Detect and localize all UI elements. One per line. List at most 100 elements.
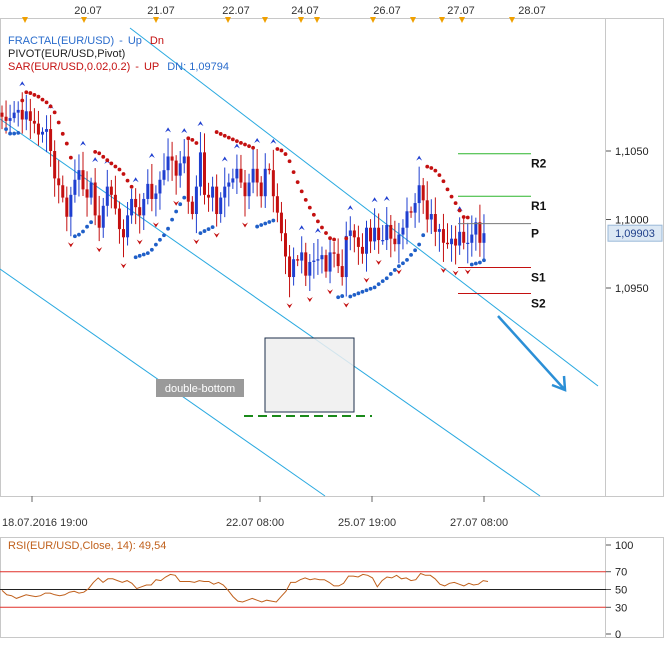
- candle-body: [41, 131, 44, 135]
- candle-body: [247, 182, 251, 197]
- legend-fractal-up: Up: [128, 35, 142, 47]
- candle-body: [73, 179, 77, 195]
- rsi-panel-frame: [0, 537, 606, 638]
- fractal-up-marker: [314, 228, 321, 234]
- candle-body: [397, 234, 401, 245]
- date-marker-triangle: [262, 17, 268, 23]
- sar-dot-up: [392, 268, 397, 272]
- current-price-box: [607, 224, 663, 242]
- sar-dot-down: [279, 148, 284, 153]
- fractal-down-marker: [343, 302, 350, 308]
- candle-body: [401, 227, 405, 235]
- legend-fractal: FRACTAL(EUR/USD) - Up Dn: [8, 35, 164, 47]
- candle-body: [446, 242, 449, 245]
- sar-dot-down: [56, 120, 61, 125]
- candle-body: [417, 185, 421, 204]
- candle-body: [93, 182, 97, 216]
- sar-dot-down: [121, 172, 126, 176]
- sar-dot-up: [469, 262, 474, 267]
- sar-dot-up: [210, 225, 215, 230]
- candle-body: [433, 214, 437, 232]
- sar-dot-up: [174, 209, 179, 214]
- sar-dot-down: [52, 110, 57, 115]
- time-axis: 18.07.2016 19:00 22.07 08:00 25.07 19:00…: [2, 496, 508, 529]
- double-bottom-label: double-bottom: [165, 383, 235, 395]
- sar-dot-down: [93, 149, 98, 154]
- sar-dot-down: [48, 104, 53, 109]
- candle-body: [69, 194, 73, 217]
- sar-dot-down: [324, 231, 328, 235]
- legend-sar: SAR(EUR/USD,0.02,0.2) - UP DN: 1,09794: [8, 61, 229, 73]
- sar-dot-down: [97, 151, 102, 156]
- candle-body: [85, 189, 89, 198]
- sar-dot-up: [206, 227, 211, 231]
- indicator-legend: FRACTAL(EUR/USD) - Up Dn PIVOT(EUR/USD,Pivo…: [8, 35, 229, 73]
- candle-body: [336, 253, 340, 267]
- candle-body: [470, 234, 474, 243]
- candle-body: [203, 152, 206, 195]
- candle-body: [65, 197, 69, 217]
- sar-dot-up: [77, 232, 81, 237]
- rsi-tick-label: 30: [615, 602, 627, 614]
- sar-dot-up: [348, 294, 353, 299]
- sar-dot-down: [101, 154, 106, 159]
- sar-dot-down: [445, 187, 450, 192]
- candle-body: [348, 230, 352, 236]
- candle-body: [57, 178, 61, 186]
- candle-body: [288, 256, 292, 278]
- candle-body: [178, 163, 182, 176]
- candlestick-series: [0, 92, 486, 298]
- sar-dot-up: [133, 255, 138, 260]
- sar-dot-up: [154, 242, 158, 247]
- fractal-down-marker: [464, 269, 471, 275]
- sar-dot-up: [182, 195, 187, 200]
- legend-sar-dn: DN: 1,09794: [167, 61, 229, 73]
- forecast-arrow-head: [551, 375, 567, 392]
- sar-dot-up: [162, 233, 166, 238]
- sar-dot-down: [36, 94, 41, 99]
- candle-body: [28, 111, 32, 121]
- candle-body: [117, 208, 121, 230]
- sar-dot-up: [397, 264, 401, 269]
- sar-dot-down: [222, 133, 227, 138]
- pivot-label-r2: R2: [531, 157, 547, 171]
- candle-body: [340, 266, 344, 278]
- fractal-down-marker: [193, 239, 200, 245]
- candle-body: [8, 118, 12, 121]
- candle-body: [344, 235, 348, 278]
- sar-dot-down: [40, 97, 45, 102]
- rsi-tick-label: 100: [615, 540, 633, 552]
- candle-body: [219, 197, 223, 215]
- fractal-up-marker: [233, 143, 240, 149]
- date-label: 20.07: [74, 5, 102, 17]
- parabolic-sar: [4, 90, 486, 300]
- candle-body: [409, 211, 413, 213]
- fractal-up-marker: [80, 140, 86, 146]
- sar-dot-up: [421, 233, 426, 238]
- sar-dot-down: [307, 205, 312, 210]
- sar-dot-up: [73, 234, 77, 239]
- sar-dot-down: [303, 197, 308, 202]
- date-marker-triangle: [459, 17, 465, 23]
- fractal-up-marker: [416, 155, 423, 161]
- sar-dot-down: [113, 164, 118, 169]
- fractal-down-marker: [286, 303, 293, 309]
- candle-body: [320, 255, 324, 260]
- fractal-up-marker: [19, 81, 26, 87]
- candle-body: [393, 238, 397, 245]
- sar-dot-up: [85, 224, 89, 229]
- sar-dot-down: [105, 158, 110, 163]
- candle-body: [198, 152, 202, 187]
- candle-body: [239, 168, 243, 183]
- candle-body: [332, 252, 336, 254]
- sar-dot-down: [214, 130, 219, 134]
- candle-body: [223, 186, 227, 198]
- sar-dot-up: [364, 288, 369, 293]
- price-axis: 1,1050 1,1000 1,0950: [606, 146, 649, 295]
- rsi-tick-label: 70: [615, 567, 627, 579]
- candle-body: [304, 252, 308, 276]
- pivot-label-s2: S2: [531, 296, 546, 310]
- sar-dot-up: [158, 237, 162, 242]
- sar-dot-down: [429, 166, 434, 170]
